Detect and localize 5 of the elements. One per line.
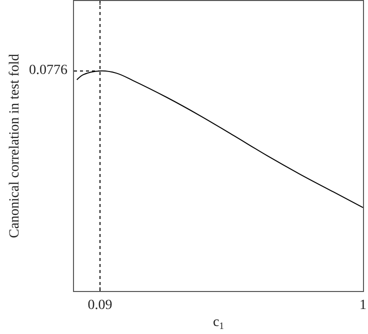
y-axis-title: Canonical correlation in test fold xyxy=(8,54,23,238)
x-axis-title: c$_{1}$ xyxy=(212,315,224,332)
x-tick-label: 1 xyxy=(360,298,366,313)
annotation: 0.0776 xyxy=(29,63,68,78)
x-tick-label: 0.09 xyxy=(88,298,112,313)
